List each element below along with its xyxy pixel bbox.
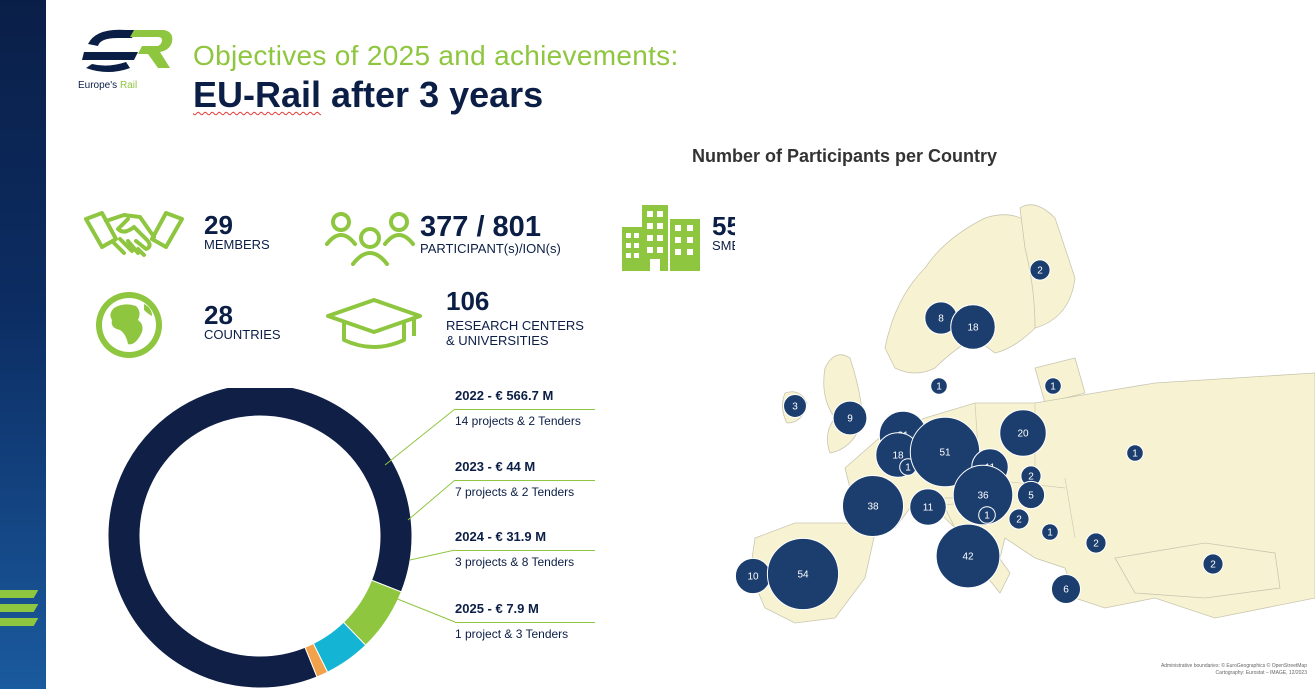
legend-item-2024: 2024 - € 31.9 M 3 projects & 8 Tenders bbox=[455, 529, 574, 569]
legend-underline bbox=[455, 622, 595, 623]
bubble-serbia bbox=[1041, 523, 1059, 541]
bubble-label: 2 bbox=[1016, 515, 1022, 526]
bubble-sweden bbox=[950, 304, 996, 350]
bubble-label: 54 bbox=[797, 570, 809, 581]
bubble-label: 18 bbox=[967, 323, 979, 334]
bubble-label: 2 bbox=[1028, 472, 1034, 483]
participants-label: PARTICIPANT(s)/ION(s) bbox=[420, 241, 561, 256]
europes-rail-logo: Europe's Rail bbox=[78, 24, 178, 96]
bubble-croatia bbox=[1008, 508, 1030, 530]
countries-value: 28 bbox=[204, 300, 233, 330]
participants-value: 377 / 801 bbox=[420, 211, 541, 243]
bubble-label: 10 bbox=[747, 572, 759, 583]
bubble-label: 1 bbox=[1050, 382, 1056, 393]
bubble-label: 6 bbox=[1063, 585, 1069, 596]
bubble-label: 2 bbox=[1210, 560, 1216, 571]
donut-slice-2022 bbox=[107, 388, 413, 688]
bubble-austria bbox=[952, 464, 1014, 526]
bubble-label: 1 bbox=[1047, 528, 1053, 539]
bubble-label: 9 bbox=[847, 414, 853, 425]
bubble-label: 51 bbox=[939, 448, 951, 459]
bubble-label: 38 bbox=[867, 502, 879, 513]
handshake-icon bbox=[84, 211, 184, 257]
graduation-cap-icon bbox=[326, 298, 422, 349]
legend-detail: 3 projects & 8 Tenders bbox=[455, 555, 575, 569]
countries-label: COUNTRIES bbox=[204, 327, 281, 342]
bubble-label: 5 bbox=[1028, 491, 1034, 502]
map-credit: Administrative boundaries: © EuroGeograp… bbox=[1161, 663, 1307, 676]
bubble-united-kingdom bbox=[832, 400, 868, 436]
research-stat: 106 RESEARCH CENTERS & UNIVERSITIES bbox=[446, 288, 584, 349]
research-value: 106 bbox=[446, 286, 490, 316]
bubble-poland bbox=[999, 409, 1047, 457]
bubble-spain bbox=[766, 537, 840, 611]
bubble-label: 18 bbox=[892, 451, 904, 462]
globe-icon bbox=[96, 292, 162, 358]
bubble-label: 11 bbox=[923, 503, 934, 514]
research-label-line2: & UNIVERSITIES bbox=[446, 332, 549, 348]
legend-item-2023: 2023 - € 44 M 7 projects & 2 Tenders bbox=[455, 459, 574, 499]
legend-detail: 14 projects & 2 Tenders bbox=[455, 414, 581, 428]
countries-stat: 28 COUNTRIES bbox=[204, 302, 281, 343]
bubble-greece bbox=[1050, 573, 1082, 605]
bubble-label: 42 bbox=[962, 552, 974, 563]
map-credit-line2: Cartography: Eurostat – IMAGE, 12/2023 bbox=[1215, 669, 1307, 676]
legend-heading: 2024 - € 31.9 M bbox=[455, 529, 547, 544]
bubble-label: 20 bbox=[1017, 429, 1029, 440]
stripes-decoration bbox=[0, 590, 39, 640]
donut-slice-2025 bbox=[304, 642, 329, 678]
logo-wordmark: Europe's Rail bbox=[78, 80, 138, 91]
legend-underline bbox=[455, 480, 595, 481]
legend-underline bbox=[455, 409, 595, 410]
sidebar-band bbox=[0, 0, 46, 689]
members-stat: 29 MEMBERS bbox=[204, 212, 270, 253]
members-label: MEMBERS bbox=[204, 237, 270, 252]
legend-heading: 2025 - € 7.9 M bbox=[455, 601, 539, 616]
bubble-slovenia bbox=[978, 506, 996, 524]
title-main: EU-Rail bbox=[193, 74, 322, 115]
legend-heading: 2022 - € 566.7 M bbox=[455, 388, 554, 403]
research-label-line1: RESEARCH CENTERS bbox=[446, 318, 584, 333]
bubble-turkey bbox=[1202, 553, 1224, 575]
bubble-label: 3 bbox=[792, 402, 798, 413]
bubble-label: 2 bbox=[1093, 539, 1099, 550]
europe-map: 2818113921181512011123651238111242105462 bbox=[735, 178, 1315, 658]
members-value: 29 bbox=[204, 210, 233, 240]
bubble-denmark bbox=[930, 377, 948, 395]
bubble-label: 2 bbox=[1037, 266, 1043, 277]
bubble-label: 8 bbox=[938, 314, 944, 325]
er-logo-icon bbox=[82, 29, 173, 72]
legend-underline bbox=[455, 550, 595, 551]
map-land bbox=[749, 204, 1315, 624]
map-credit-line1: Administrative boundaries: © EuroGeograp… bbox=[1160, 663, 1307, 669]
legend-item-2025: 2025 - € 7.9 M 1 project & 3 Tenders bbox=[455, 601, 568, 641]
bubble-finland bbox=[1029, 259, 1051, 281]
budget-donut-chart bbox=[107, 388, 413, 688]
bubble-label: 1 bbox=[1132, 449, 1138, 460]
bubble-label: 1 bbox=[936, 382, 942, 393]
bubble-label: 36 bbox=[977, 491, 989, 502]
bubble-lithuania bbox=[1044, 377, 1062, 395]
bubble-france bbox=[841, 474, 905, 538]
legend-detail: 1 project & 3 Tenders bbox=[455, 627, 569, 641]
map-title: Number of Participants per Country bbox=[692, 146, 998, 166]
participants-stat: 377 / 801 PARTICIPANT(s)/ION(s) bbox=[420, 213, 561, 257]
bubble-label: 1 bbox=[984, 511, 990, 522]
people-icon bbox=[325, 212, 415, 266]
bubble-switzerland bbox=[909, 488, 947, 526]
page-title: EU-Rail after 3 years bbox=[193, 74, 543, 116]
legend-item-2022: 2022 - € 566.7 M 14 projects & 2 Tenders bbox=[455, 388, 581, 428]
bubble-bulgaria bbox=[1085, 532, 1107, 554]
buildings-icon bbox=[622, 205, 700, 271]
page-subtitle: Objectives of 2025 and achievements: bbox=[193, 40, 679, 71]
title-rest: after 3 years bbox=[321, 74, 544, 115]
bubble-hungary bbox=[1016, 480, 1046, 510]
bubble-italy bbox=[935, 523, 1001, 589]
bubble-ireland bbox=[783, 394, 807, 418]
bubble-ukraine bbox=[1126, 444, 1144, 462]
legend-heading: 2023 - € 44 M bbox=[455, 459, 536, 474]
legend-detail: 7 projects & 2 Tenders bbox=[455, 485, 575, 499]
bubble-label: 1 bbox=[905, 463, 911, 474]
